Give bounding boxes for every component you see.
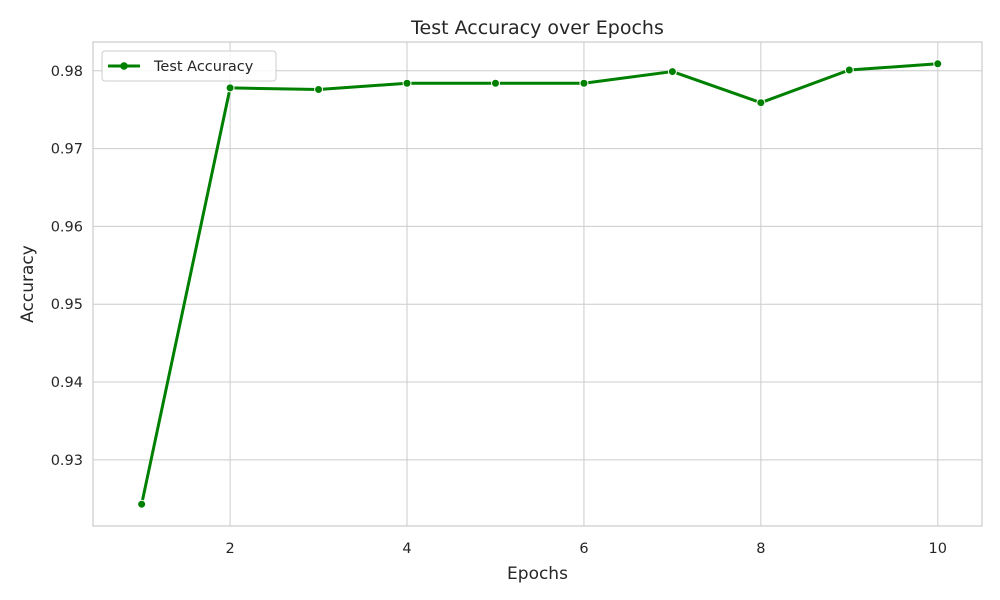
chart-title: Test Accuracy over Epochs xyxy=(410,17,664,39)
x-tick-label: 10 xyxy=(929,541,947,557)
tick-labels: 2 4 6 8 10 0.93 0.94 0.95 0.96 0.97 0.98 xyxy=(51,64,947,557)
data-point xyxy=(402,78,412,88)
data-point xyxy=(579,78,589,88)
y-tick-label: 0.94 xyxy=(51,375,83,391)
series-line xyxy=(140,62,940,506)
legend: Test Accuracy xyxy=(101,50,277,82)
legend-marker-swatch xyxy=(120,62,128,70)
y-tick-label: 0.93 xyxy=(51,453,83,469)
data-point xyxy=(756,98,766,108)
data-point xyxy=(314,84,324,94)
x-tick-label: 2 xyxy=(225,541,234,557)
data-point xyxy=(667,67,677,77)
x-tick-label: 8 xyxy=(756,541,765,557)
data-point xyxy=(225,83,235,93)
data-point xyxy=(490,78,500,88)
y-tick-label: 0.95 xyxy=(51,297,83,313)
data-point xyxy=(844,65,854,75)
x-tick-label: 6 xyxy=(579,541,588,557)
y-tick-label: 0.98 xyxy=(51,64,83,80)
data-point xyxy=(933,59,943,69)
x-axis-label: Epochs xyxy=(507,564,568,584)
data-point xyxy=(137,499,147,509)
legend-label: Test Accuracy xyxy=(153,59,254,75)
y-axis-label: Accuracy xyxy=(18,245,38,323)
series-layer xyxy=(137,59,943,509)
y-tick-label: 0.97 xyxy=(51,142,83,158)
plot-frame xyxy=(92,41,983,527)
y-tick-label: 0.96 xyxy=(51,219,83,235)
legend-box xyxy=(101,50,277,82)
x-tick-label: 4 xyxy=(402,541,411,557)
